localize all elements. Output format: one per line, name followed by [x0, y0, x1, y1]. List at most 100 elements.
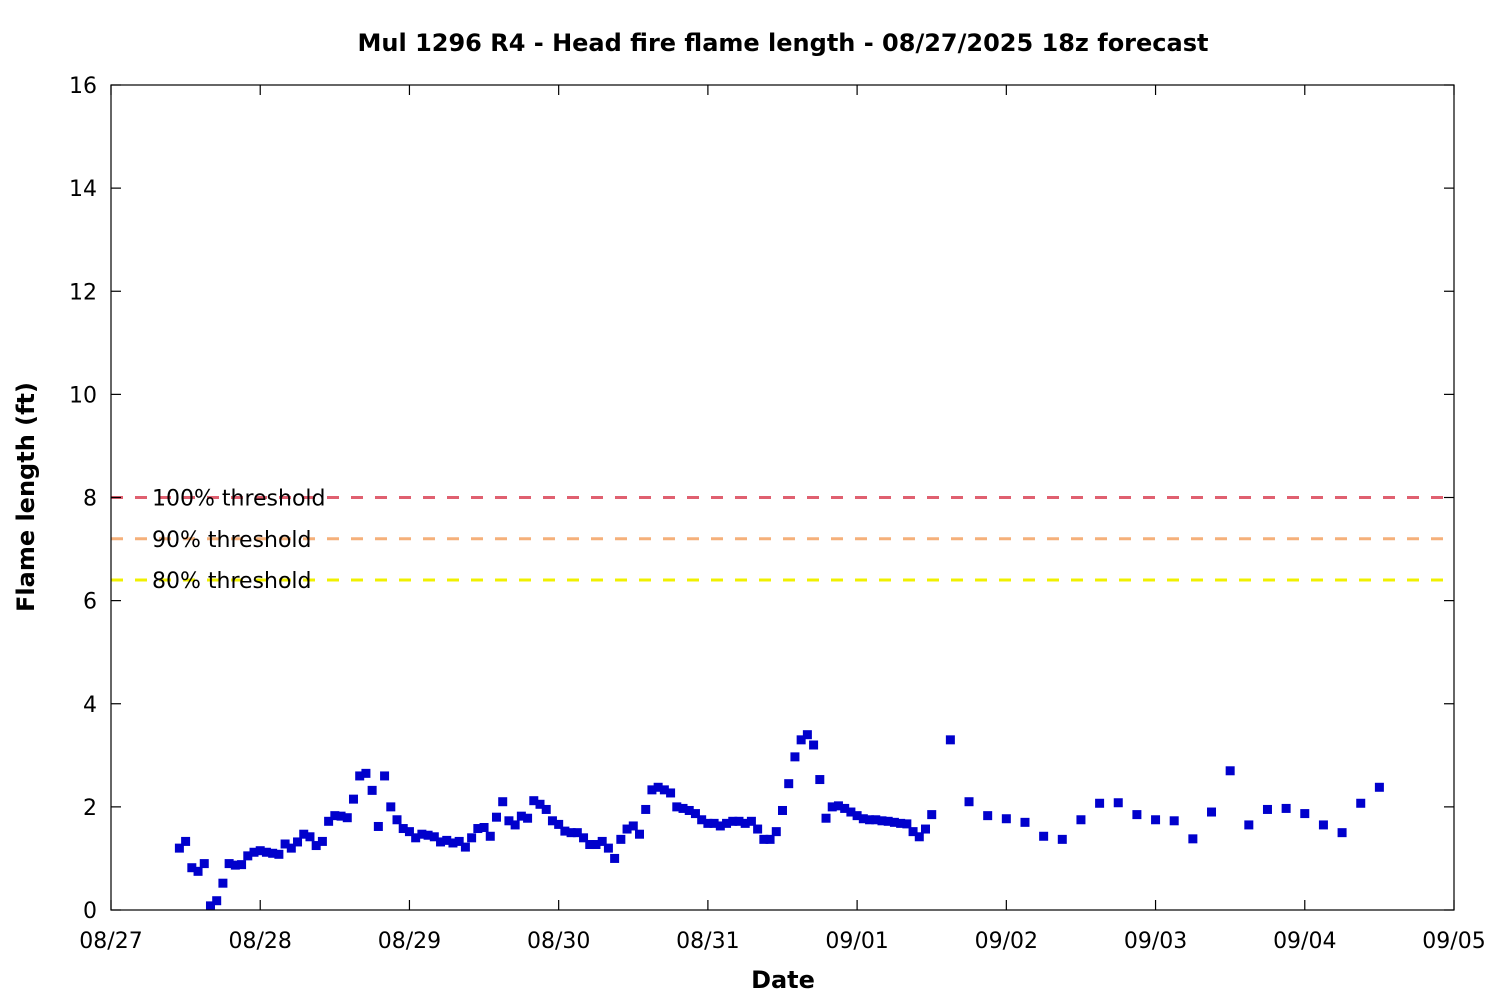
data-point: [622, 824, 632, 834]
y-tick-label: 6: [83, 590, 97, 615]
data-point: [293, 837, 303, 847]
data-point: [174, 843, 184, 853]
y-tick-label: 12: [69, 280, 97, 305]
y-tick-label: 16: [69, 74, 97, 99]
data-point: [1244, 820, 1254, 830]
data-point: [591, 840, 601, 850]
data-point: [181, 836, 191, 846]
data-point: [510, 820, 520, 830]
data-point: [1169, 816, 1179, 826]
data-point: [597, 836, 607, 846]
data-point: [330, 811, 340, 821]
data-point: [840, 803, 850, 813]
data-point: [1374, 782, 1384, 792]
data-point: [535, 799, 545, 809]
y-tick-label: 10: [69, 383, 97, 408]
data-point: [871, 815, 881, 825]
data-point: [641, 804, 651, 814]
data-point: [921, 824, 931, 834]
data-point: [218, 878, 228, 888]
data-point: [790, 752, 800, 762]
data-point: [666, 788, 676, 798]
x-tick-label: 08/31: [676, 929, 739, 954]
data-point: [473, 824, 483, 834]
y-tick-label: 0: [83, 899, 97, 924]
data-point: [373, 821, 383, 831]
data-point: [404, 827, 414, 837]
data-point: [690, 809, 700, 819]
data-point: [746, 816, 756, 826]
data-point: [479, 823, 489, 832]
x-tick-label: 08/29: [378, 929, 441, 954]
data-point: [249, 847, 259, 857]
data-point: [411, 833, 421, 843]
data-point: [722, 818, 732, 828]
data-point: [802, 730, 812, 740]
data-point: [491, 812, 501, 822]
data-point: [914, 832, 924, 842]
data-point: [286, 843, 296, 853]
data-point: [1225, 766, 1235, 776]
data-point: [199, 859, 209, 869]
data-point: [348, 794, 358, 804]
data-point: [765, 834, 775, 844]
data-point: [212, 896, 222, 906]
data-point: [560, 826, 570, 836]
data-point: [436, 837, 446, 847]
data-point: [1132, 810, 1142, 820]
data-point: [299, 829, 309, 839]
data-point: [865, 815, 875, 825]
data-point: [740, 818, 750, 828]
y-tick-label: 2: [83, 796, 97, 821]
data-point: [1020, 817, 1030, 827]
data-point: [280, 839, 290, 849]
data-point: [205, 901, 215, 911]
data-point: [311, 841, 321, 851]
data-point: [523, 813, 533, 823]
x-tick-label: 08/27: [79, 929, 142, 954]
threshold-label: 100% threshold: [152, 487, 326, 512]
data-point: [268, 848, 278, 858]
data-point: [361, 768, 371, 778]
data-point: [833, 801, 843, 811]
data-point: [858, 814, 868, 824]
data-point: [678, 803, 688, 813]
data-point: [703, 818, 713, 828]
data-point: [1151, 815, 1161, 825]
data-point: [1207, 807, 1217, 817]
data-point: [672, 802, 682, 812]
x-tick-label: 09/05: [1422, 929, 1485, 954]
data-point: [927, 810, 937, 820]
data-point: [659, 785, 669, 795]
data-point: [1337, 828, 1347, 838]
data-point: [902, 819, 912, 829]
data-point: [554, 819, 564, 829]
data-point: [467, 833, 477, 843]
data-point: [827, 802, 837, 812]
data-points: [174, 730, 1384, 911]
data-point: [423, 830, 433, 840]
data-point: [193, 866, 203, 876]
data-point: [1300, 809, 1310, 819]
data-point: [274, 849, 284, 859]
data-point: [1057, 834, 1067, 844]
data-point: [230, 860, 240, 870]
data-point: [224, 859, 234, 869]
data-point: [367, 785, 377, 795]
data-point: [498, 797, 508, 807]
data-point: [684, 805, 694, 815]
data-point: [889, 817, 899, 827]
data-point: [647, 785, 657, 795]
data-point: [317, 836, 327, 846]
data-point: [442, 835, 452, 845]
data-point: [653, 782, 663, 792]
data-point: [516, 811, 526, 821]
data-point: [796, 735, 806, 745]
data-point: [634, 829, 644, 839]
x-tick-label: 09/01: [825, 929, 888, 954]
y-tick-label: 4: [83, 693, 97, 718]
data-point: [585, 840, 595, 850]
data-point: [529, 796, 539, 806]
data-point: [616, 834, 626, 844]
data-point: [386, 802, 396, 812]
